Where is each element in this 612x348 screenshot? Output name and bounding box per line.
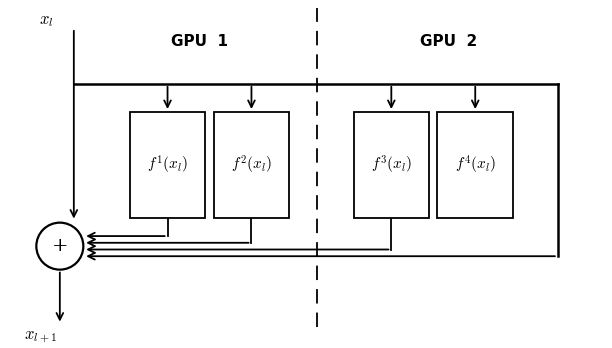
Text: $x_l$: $x_l$ xyxy=(39,10,53,29)
Text: GPU  1: GPU 1 xyxy=(171,34,228,49)
Bar xyxy=(438,112,513,218)
Text: $x_{l+1}$: $x_{l+1}$ xyxy=(24,327,57,345)
Text: $f^3(x_l)$: $f^3(x_l)$ xyxy=(371,154,412,176)
Bar xyxy=(214,112,289,218)
Text: +: + xyxy=(51,237,68,255)
Bar xyxy=(130,112,205,218)
Circle shape xyxy=(36,223,83,270)
Text: $f^1(x_l)$: $f^1(x_l)$ xyxy=(147,154,188,176)
Text: $f^2(x_l)$: $f^2(x_l)$ xyxy=(231,154,272,176)
Text: $f^4(x_l)$: $f^4(x_l)$ xyxy=(455,154,496,176)
Text: GPU  2: GPU 2 xyxy=(420,34,477,49)
Bar xyxy=(354,112,429,218)
